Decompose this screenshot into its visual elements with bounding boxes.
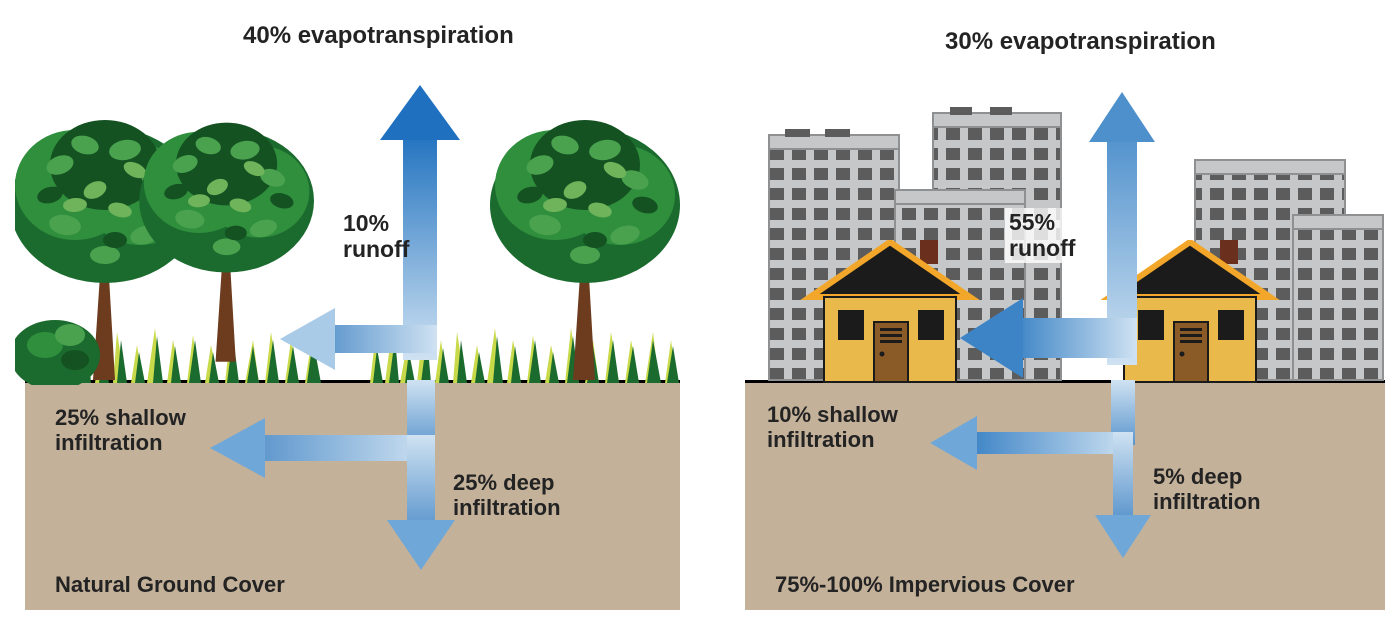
label-deep-left: 25% deep infiltration	[453, 470, 561, 521]
label-shallow-left: 25% shallow infiltration	[55, 405, 186, 456]
label-runoff-left: 10% runoff	[343, 210, 409, 263]
caption-right: 75%-100% Impervious Cover	[775, 572, 1075, 598]
label-evapotranspiration-right: 30% evapotranspiration	[945, 28, 1216, 56]
left-panel: 40% evapotranspiration 10% runoff 25% sh…	[25, 50, 680, 610]
caption-left: Natural Ground Cover	[55, 572, 285, 598]
right-panel: 30% evapotranspiration 55% runoff 10% sh…	[745, 50, 1385, 610]
label-evapotranspiration-left: 40% evapotranspiration	[243, 22, 514, 50]
arrow-shallow-icon	[930, 380, 1135, 470]
label-shallow-right: 10% shallow infiltration	[767, 402, 898, 453]
label-deep-right: 5% deep infiltration	[1153, 464, 1261, 515]
label-runoff-right: 55% runoff	[1005, 208, 1079, 263]
arrows-right	[745, 50, 1385, 610]
arrow-shallow-icon	[210, 380, 435, 478]
arrows-left	[25, 50, 680, 610]
